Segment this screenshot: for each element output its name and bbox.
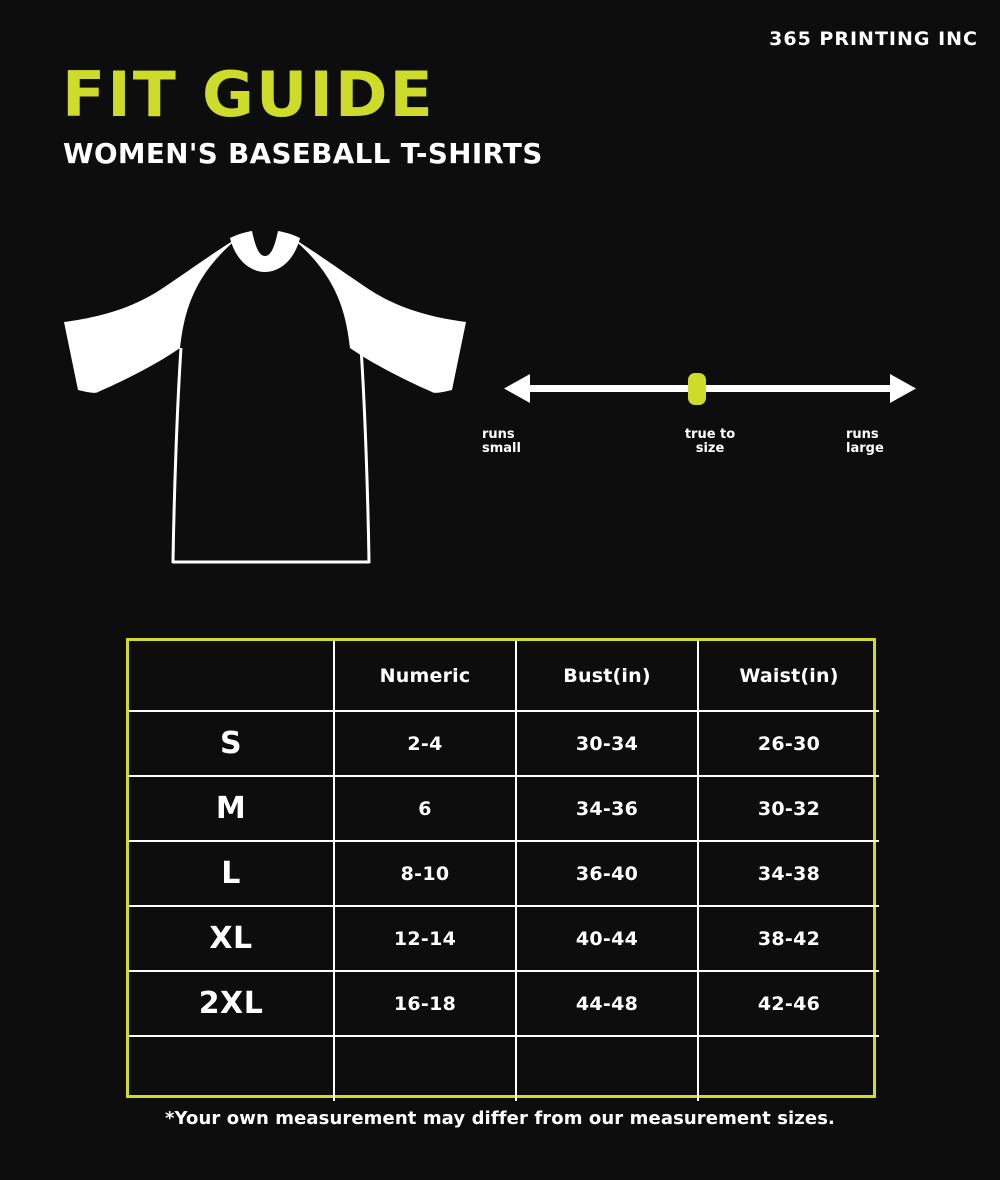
table-row: 2XL 16-18 44-48 42-46 (129, 971, 879, 1037)
cell-waist (698, 1036, 879, 1101)
scale-label-true-to-size: true to size (684, 427, 736, 456)
cell-numeric: 6 (334, 776, 517, 842)
table-header-row: Numeric Bust(in) Waist(in) (129, 641, 879, 712)
cell-waist: 42-46 (698, 971, 879, 1037)
fit-scale-marker (688, 373, 706, 405)
cell-size: M (129, 776, 335, 842)
brand-label: 365 PRINTING INC (769, 28, 978, 50)
cell-waist: 30-32 (698, 776, 879, 842)
page-subtitle: WOMEN'S BASEBALL T-SHIRTS (63, 137, 543, 170)
cell-numeric: 2-4 (334, 711, 517, 777)
cell-bust: 44-48 (516, 971, 699, 1037)
table-row-empty (129, 1036, 879, 1101)
cell-bust: 40-44 (516, 906, 699, 972)
scale-label-runs-small: runs small (482, 427, 521, 456)
cell-numeric: 16-18 (334, 971, 517, 1037)
cell-bust: 34-36 (516, 776, 699, 842)
measurement-disclaimer: *Your own measurement may differ from ou… (165, 1108, 835, 1129)
header-cell-bust: Bust(in) (516, 641, 699, 712)
page-title: FIT GUIDE (62, 58, 435, 131)
header-cell-numeric: Numeric (334, 641, 517, 712)
cell-numeric (334, 1036, 517, 1101)
cell-waist: 34-38 (698, 841, 879, 907)
table-row: XL 12-14 40-44 38-42 (129, 906, 879, 972)
table-row: S 2-4 30-34 26-30 (129, 711, 879, 777)
cell-size: S (129, 711, 335, 777)
table-row: M 6 34-36 30-32 (129, 776, 879, 842)
cell-numeric: 8-10 (334, 841, 517, 907)
scale-label-runs-large: runs large (846, 427, 884, 456)
header-cell-size (129, 641, 335, 712)
cell-waist: 26-30 (698, 711, 879, 777)
cell-size: 2XL (129, 971, 335, 1037)
cell-bust: 30-34 (516, 711, 699, 777)
cell-waist: 38-42 (698, 906, 879, 972)
cell-size (129, 1036, 335, 1101)
fit-scale-arrow-icon (504, 373, 916, 405)
table-row: L 8-10 36-40 34-38 (129, 841, 879, 907)
cell-size: XL (129, 906, 335, 972)
cell-bust (516, 1036, 699, 1101)
raglan-tshirt-graphic (40, 218, 530, 588)
cell-numeric: 12-14 (334, 906, 517, 972)
cell-bust: 36-40 (516, 841, 699, 907)
fit-scale: runs small true to size runs large (482, 360, 920, 470)
size-chart-table: Numeric Bust(in) Waist(in) S 2-4 30-34 2… (126, 638, 879, 1101)
cell-size: L (129, 841, 335, 907)
header-cell-waist: Waist(in) (698, 641, 879, 712)
